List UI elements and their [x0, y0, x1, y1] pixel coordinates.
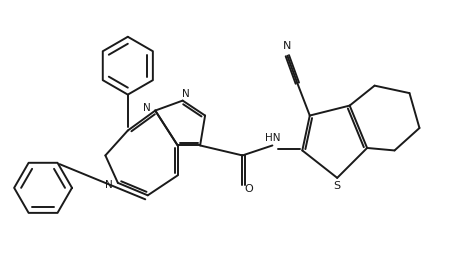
Text: N: N	[283, 41, 291, 51]
Text: N: N	[143, 103, 150, 113]
Text: N: N	[182, 89, 190, 99]
Text: O: O	[244, 184, 253, 194]
Text: N: N	[105, 180, 113, 190]
Text: S: S	[333, 181, 341, 191]
Text: HN: HN	[265, 133, 280, 143]
